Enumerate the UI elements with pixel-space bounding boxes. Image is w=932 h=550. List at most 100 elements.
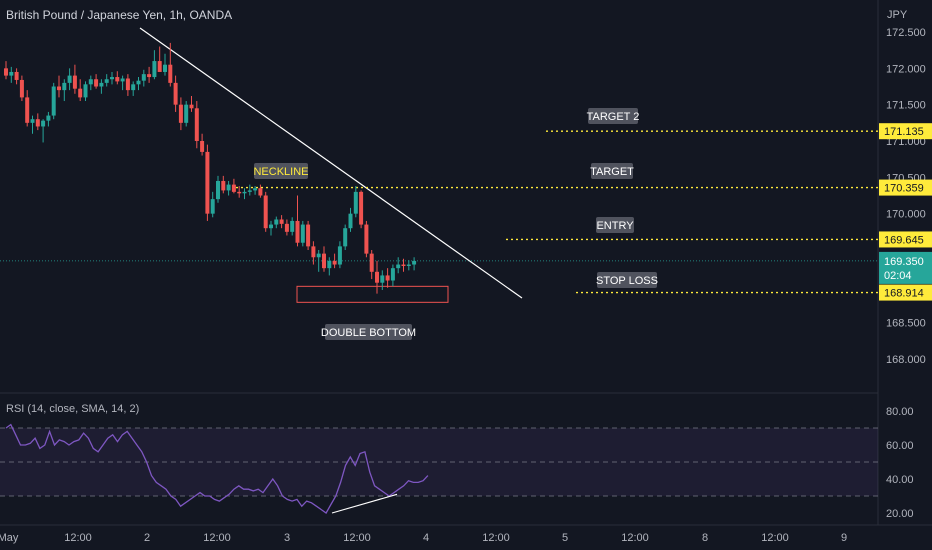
price-tick-label: 172.000 [886, 63, 926, 75]
time-tick-label: 2 [144, 532, 150, 544]
candle-body[interactable] [406, 264, 411, 266]
candle-body[interactable] [205, 151, 210, 214]
time-tick-label: 12:00 [64, 532, 92, 544]
candle-body[interactable] [369, 253, 374, 272]
time-axis[interactable]: May 12:00 2 12:00 3 12:00 4 12:00 5 12:00 8 12:00 9 [0, 532, 847, 544]
candle-body[interactable] [210, 199, 215, 214]
candle-body[interactable] [300, 224, 305, 243]
candle-body[interactable] [152, 61, 157, 78]
candle-body[interactable] [147, 74, 152, 78]
level-price-label: 170.359 [884, 183, 924, 195]
candle-body[interactable] [226, 184, 231, 191]
candle-body[interactable] [269, 224, 273, 229]
candle-body[interactable] [258, 188, 263, 196]
candle-body[interactable] [290, 220, 295, 232]
candle-body[interactable] [99, 82, 104, 87]
candle-body[interactable] [263, 195, 268, 229]
candle-body[interactable] [284, 223, 289, 232]
candle-body[interactable] [104, 79, 109, 83]
candle-body[interactable] [157, 61, 162, 72]
candle-body[interactable] [57, 86, 61, 91]
candle-body[interactable] [88, 79, 93, 85]
candle-body[interactable] [247, 190, 252, 192]
rsi-tick-label: 20.00 [886, 508, 914, 520]
candle-body[interactable] [327, 260, 332, 269]
candle-body[interactable] [67, 75, 72, 83]
candle-body[interactable] [380, 275, 385, 283]
candle-body[interactable] [14, 71, 19, 80]
candle-body[interactable] [184, 104, 189, 123]
candle-body[interactable] [237, 191, 242, 194]
candle-body[interactable] [348, 213, 353, 229]
candle-body[interactable] [353, 191, 358, 214]
candle-body[interactable] [194, 108, 199, 141]
candle-body[interactable] [322, 253, 326, 269]
double-bottom-label[interactable]: DOUBLE BOTTOM [321, 327, 416, 339]
candle-body[interactable] [359, 191, 364, 225]
candle-body[interactable] [231, 184, 236, 192]
candle-body[interactable] [279, 219, 284, 224]
candle-body[interactable] [115, 77, 120, 82]
candle-body[interactable] [343, 228, 348, 247]
candle-body[interactable] [316, 253, 321, 258]
candle-body[interactable] [337, 246, 342, 265]
candle-body[interactable] [125, 78, 130, 91]
candle-body[interactable] [120, 78, 125, 82]
candle-body[interactable] [385, 275, 390, 281]
candle-body[interactable] [78, 88, 83, 98]
candle-body[interactable] [200, 141, 205, 152]
candle-body[interactable] [242, 191, 247, 194]
candle-body[interactable] [401, 264, 406, 266]
candle-body[interactable] [178, 104, 183, 123]
candle-body[interactable] [72, 75, 77, 89]
candle-body[interactable] [390, 268, 395, 281]
candle-body[interactable] [216, 180, 220, 200]
candle-body[interactable] [375, 271, 379, 283]
candle-body[interactable] [396, 264, 401, 269]
candle-body[interactable] [51, 86, 56, 116]
candle-body[interactable] [41, 120, 46, 127]
candle-body[interactable] [364, 224, 369, 254]
candle-body[interactable] [9, 71, 14, 76]
candle-body[interactable] [295, 220, 300, 243]
price-axis[interactable]: 172.500172.000171.500171.000170.500170.0… [879, 27, 932, 520]
descending-trendline[interactable] [139, 27, 523, 299]
neckline-label[interactable]: NECKLINE [253, 166, 308, 178]
candle-body[interactable] [306, 224, 311, 247]
candle-body[interactable] [168, 64, 173, 83]
candle-body[interactable] [4, 68, 8, 76]
stop-loss-label[interactable]: STOP LOSS [596, 275, 658, 287]
candle-body[interactable] [131, 84, 136, 91]
candle-body[interactable] [46, 115, 51, 121]
candle-body[interactable] [274, 219, 279, 225]
candle-body[interactable] [30, 119, 35, 123]
target-label-bg [591, 163, 633, 179]
candle-body[interactable] [141, 74, 146, 81]
candle-body[interactable] [221, 180, 226, 191]
symbol-title[interactable]: British Pound / Japanese Yen, 1h, OANDA [6, 8, 232, 22]
candles-layer[interactable] [4, 42, 417, 294]
candle-body[interactable] [35, 119, 40, 127]
rsi-divergence-line[interactable] [331, 493, 398, 514]
level-price-label: 171.135 [884, 126, 924, 138]
candle-body[interactable] [19, 79, 24, 98]
candle-body[interactable] [25, 97, 30, 123]
candle-body[interactable] [189, 104, 194, 109]
candle-body[interactable] [110, 77, 114, 80]
candle-body[interactable] [136, 80, 141, 85]
candle-body[interactable] [62, 82, 67, 91]
entry-label[interactable]: ENTRY [596, 220, 634, 232]
rsi-indicator-title[interactable]: RSI (14, close, SMA, 14, 2) [6, 403, 139, 415]
candle-body[interactable] [83, 84, 88, 98]
candle-body[interactable] [94, 79, 99, 87]
candle-body[interactable] [332, 260, 337, 265]
candle-body[interactable] [253, 188, 258, 191]
candle-body[interactable] [311, 246, 316, 258]
target-label[interactable]: TARGET [590, 166, 634, 178]
target-2-label[interactable]: TARGET 2 [587, 111, 640, 123]
candle-body[interactable] [173, 82, 178, 105]
candle-body[interactable] [412, 260, 417, 265]
candle-body[interactable] [163, 64, 167, 72]
double-bottom-zone[interactable] [296, 285, 449, 303]
rsi-line[interactable] [5, 423, 429, 514]
